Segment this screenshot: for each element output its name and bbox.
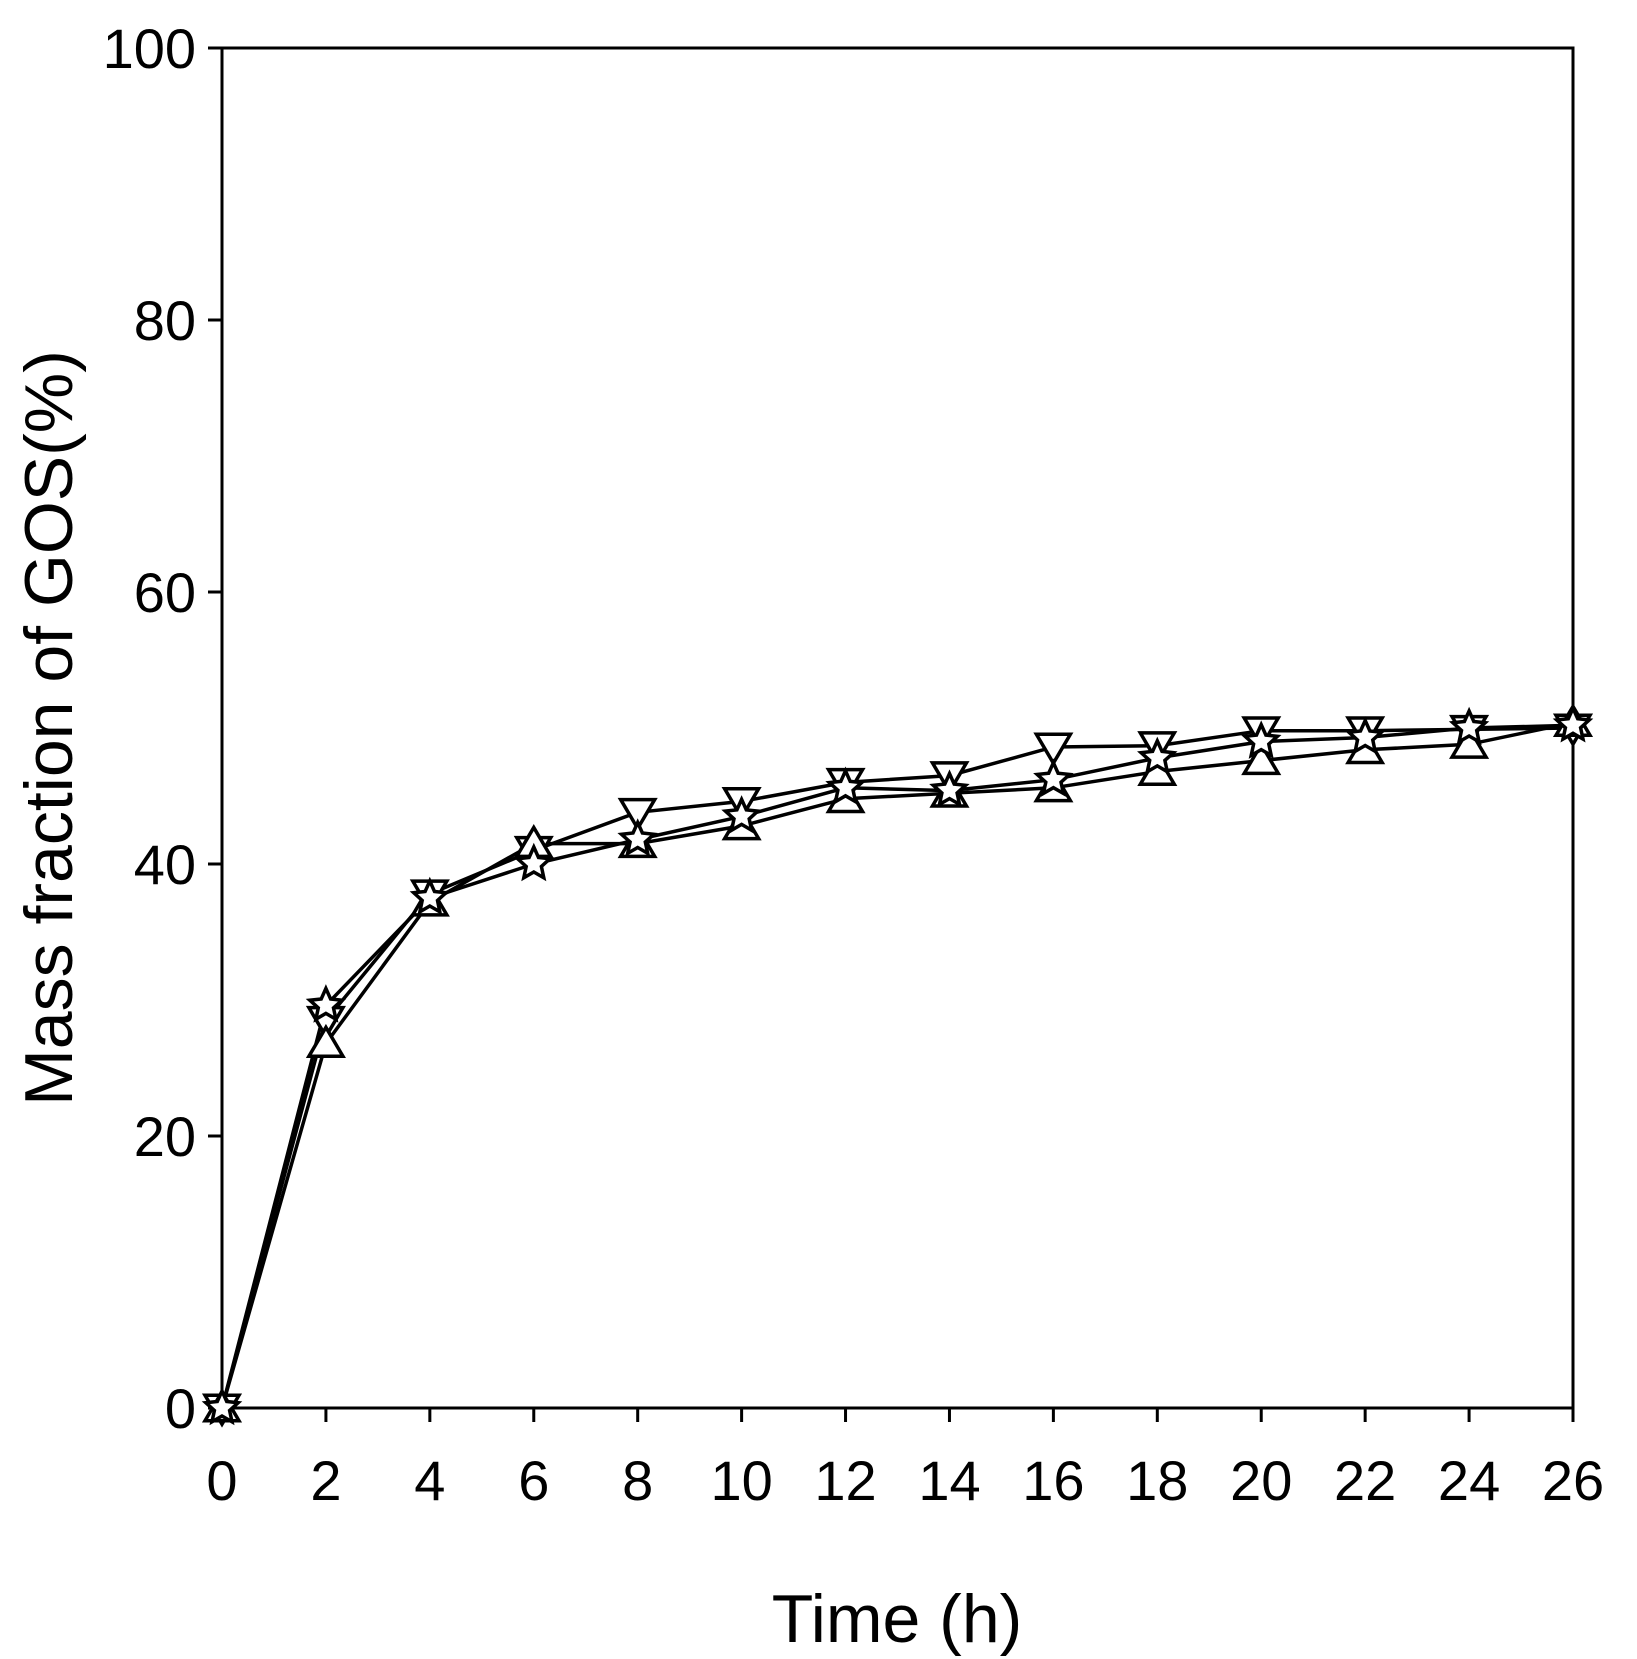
data-point-star xyxy=(1137,736,1178,776)
x-tick-label: 20 xyxy=(1230,1449,1292,1512)
x-tick-label: 4 xyxy=(414,1449,445,1512)
x-tick-label: 8 xyxy=(622,1449,653,1512)
x-tick-label: 22 xyxy=(1334,1449,1396,1512)
y-tick-label: 0 xyxy=(165,1377,196,1440)
x-tick-label: 16 xyxy=(1022,1449,1084,1512)
x-tick-label: 2 xyxy=(310,1449,341,1512)
data-point-star xyxy=(617,818,658,857)
data-point-star xyxy=(1552,704,1594,743)
data-point-star xyxy=(929,769,970,808)
x-tick-label: 6 xyxy=(518,1449,549,1512)
data-point-triangle-down xyxy=(617,797,658,832)
series-markers-star xyxy=(201,704,1594,1426)
data-point-star xyxy=(1033,758,1074,797)
y-tick-label: 40 xyxy=(134,833,196,896)
x-tick-label: 14 xyxy=(918,1449,980,1512)
x-axis-title: Time (h) xyxy=(772,1581,1023,1657)
y-axis-title: Mass fraction of GOS(%) xyxy=(11,350,87,1106)
data-point-star xyxy=(721,795,762,834)
data-point-triangle-up xyxy=(1241,741,1282,776)
series-layer xyxy=(201,702,1594,1428)
data-point-triangle-up xyxy=(305,1023,346,1059)
data-point-star xyxy=(409,876,451,916)
data-point-star xyxy=(1241,720,1282,759)
data-point-star xyxy=(305,984,347,1023)
y-axis: 0 20 40 60 80 100 xyxy=(103,17,222,1440)
x-tick-label: 24 xyxy=(1438,1449,1500,1512)
x-tick-label: 26 xyxy=(1542,1449,1604,1512)
y-tick-label: 80 xyxy=(134,289,196,352)
y-tick-label: 20 xyxy=(134,1105,196,1168)
x-tick-label: 0 xyxy=(206,1449,237,1512)
data-point-star xyxy=(1344,716,1386,755)
x-tick-label: 10 xyxy=(710,1449,772,1512)
y-tick-label: 60 xyxy=(134,561,196,624)
data-point-star xyxy=(513,842,554,882)
y-tick-label: 100 xyxy=(103,17,196,80)
data-point-star xyxy=(825,766,866,806)
x-tick-label: 12 xyxy=(814,1449,876,1512)
data-point-star xyxy=(201,1386,243,1426)
data-point-star xyxy=(1448,706,1490,746)
data-point-triangle-down xyxy=(1033,732,1074,767)
x-tick-label: 18 xyxy=(1126,1449,1188,1512)
plot-frame xyxy=(220,46,1575,1410)
x-axis: 0 2 4 6 8 10 12 14 16 18 20 22 24 26 xyxy=(206,1408,1604,1512)
